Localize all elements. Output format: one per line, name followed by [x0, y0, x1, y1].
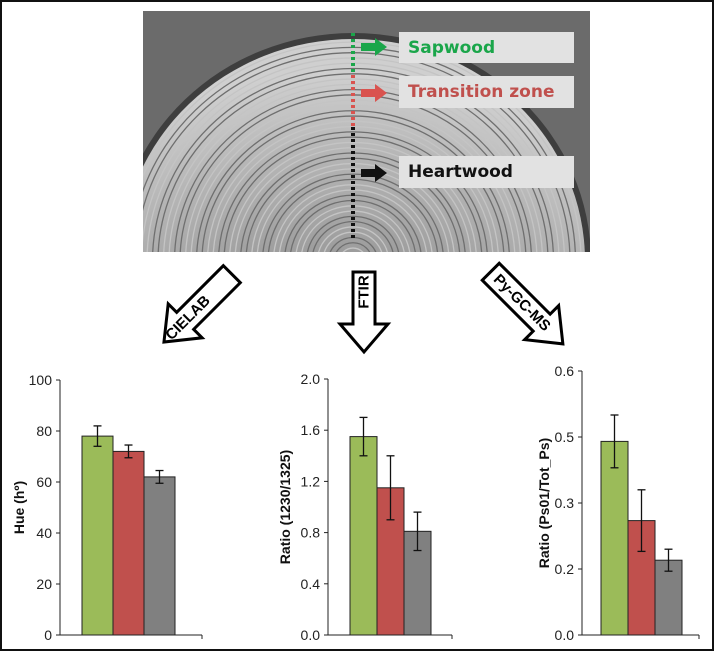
ftir-ratio-chart: 0.0 0.4 0.8 1.2 1.6 2.0 Ratio (1230/1325) [277, 371, 453, 643]
y-axis-label: Ratio (1230/1325) [277, 450, 293, 564]
growth-ring [228, 141, 478, 252]
y-tick-label: 2.0 [301, 371, 321, 387]
growth-ring [267, 178, 439, 252]
growth-ring [151, 67, 555, 252]
heartwood-arrow-icon [361, 164, 387, 182]
y-tick-label: 0.4 [301, 576, 321, 592]
y-tick-label: 0.6 [555, 363, 575, 379]
growth-ring [168, 83, 538, 252]
y-axis-label: Hue (hº) [11, 481, 27, 534]
y-tick-label: 40 [36, 525, 52, 541]
sapwood-label: Sapwood [408, 38, 496, 58]
growth-ring [338, 247, 368, 252]
transition-arrow-icon [361, 84, 387, 102]
growth-ring [212, 125, 494, 252]
growth-ring [157, 73, 549, 252]
growth-ring [272, 184, 434, 252]
growth-ring [206, 120, 500, 252]
y-tick-label: 80 [36, 423, 52, 439]
growth-ring [333, 242, 373, 252]
ftir-label: FTIR [356, 275, 373, 308]
y-tick-label: 20 [36, 576, 52, 592]
growth-ring [261, 173, 445, 252]
wood-cross-section-photo [143, 11, 590, 252]
ftir-arrow-icon: FTIR [336, 270, 392, 355]
sapwood-label-box [399, 32, 574, 63]
bar-heartwood [143, 476, 176, 636]
growth-ring [256, 168, 450, 252]
heartwood-label-box [399, 156, 574, 188]
y-tick-label: 1.2 [301, 473, 321, 489]
method-arrows: CIELAB FTIR Py-GC-MS [162, 261, 565, 355]
bar-sapwood [349, 436, 378, 636]
y-tick-label: 0.8 [301, 525, 321, 541]
y-tick-label: 1.6 [301, 422, 321, 438]
y-tick-label: 0 [44, 627, 52, 643]
growth-ring [305, 215, 401, 252]
sapwood-arrow-icon [361, 38, 387, 56]
growth-ring [311, 220, 395, 252]
y-tick-label: 0.2 [555, 561, 575, 577]
y-tick-label: 0.0 [555, 627, 575, 643]
growth-ring [316, 226, 390, 252]
heartwood-label: Heartwood [408, 162, 513, 182]
growth-ring [195, 110, 511, 252]
y-tick-label: 100 [29, 372, 53, 388]
growth-ring [143, 41, 582, 252]
growth-ring [162, 78, 544, 252]
transition-label-box [399, 76, 574, 108]
growth-ring [223, 136, 483, 252]
y-tick-label: 60 [36, 474, 52, 490]
y-tick-label: 0.3 [555, 495, 575, 511]
py-gc-ms-ratio-chart: 0.0 0.2 0.3 0.5 0.6 Ratio (Ps01/Tot_Ps) [536, 363, 700, 643]
y-tick-label: 0.5 [555, 429, 575, 445]
hue-chart: 0 20 40 60 80 100 Hue (hº) [11, 372, 203, 643]
growth-ring [217, 131, 489, 252]
transition-zone-label: Transition zone [408, 82, 555, 102]
y-axis-label: Ratio (Ps01/Tot_Ps) [536, 438, 552, 568]
bar-sapwood [600, 440, 629, 636]
growth-ring [201, 115, 505, 252]
bar-transition [112, 450, 145, 636]
growth-ring [322, 231, 384, 252]
y-tick-label: 0.0 [301, 627, 321, 643]
bar-sapwood [81, 435, 114, 636]
